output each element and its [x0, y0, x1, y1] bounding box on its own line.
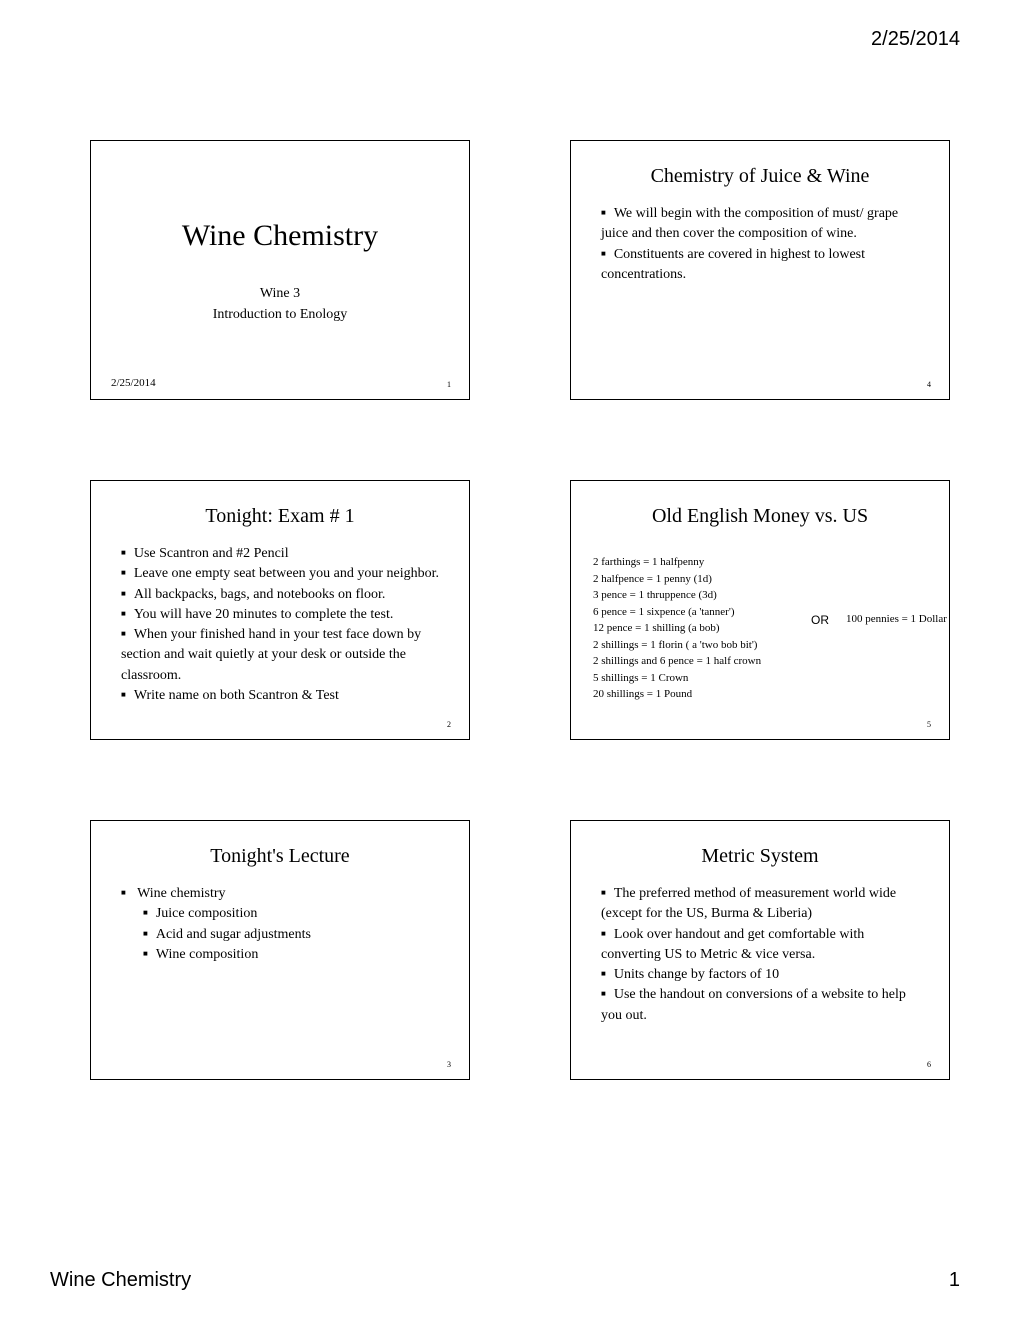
slide-3-b1a: Juice composition [143, 904, 447, 924]
slide-3-title: Tonight's Lecture [113, 845, 447, 868]
page-footer-number: 1 [949, 1269, 960, 1292]
slide-2-title: Tonight: Exam # 1 [113, 505, 447, 528]
slide-5-list: 2 farthings = 1 halfpenny 2 halfpence = … [593, 554, 927, 703]
slide-1-sub2: Introduction to Enology [113, 304, 447, 325]
slide-1: Wine Chemistry Wine 3 Introduction to En… [90, 140, 470, 400]
slide-5-l2: 2 halfpence = 1 penny (1d) [593, 571, 927, 588]
slide-2-b3: All backpacks, bags, and notebooks on fl… [121, 585, 447, 605]
slide-6: Metric System The preferred method of me… [570, 820, 950, 1080]
slide-6-b4: Use the handout on conversions of a webs… [601, 985, 927, 1026]
slide-5-title: Old English Money vs. US [593, 505, 927, 528]
slide-1-date: 2/25/2014 [111, 377, 156, 389]
slide-3-b1-text: Wine chemistry [137, 886, 225, 901]
slide-5-l1: 2 farthings = 1 halfpenny [593, 554, 927, 571]
slide-1-sub1: Wine 3 [113, 283, 447, 304]
page-footer-title: Wine Chemistry [50, 1269, 191, 1292]
slide-1-title: Wine Chemistry [113, 219, 447, 253]
slide-6-num: 6 [927, 1060, 931, 1069]
slide-5-l9: 20 shillings = 1 Pound [593, 686, 927, 703]
slide-6-b1: The preferred method of measurement worl… [601, 884, 927, 925]
slide-3-bullets: Wine chemistry Juice composition Acid an… [113, 884, 447, 965]
slide-4-b2: Constituents are covered in highest to l… [601, 245, 927, 286]
slide-3: Tonight's Lecture Wine chemistry Juice c… [90, 820, 470, 1080]
slide-3-b1: Wine chemistry Juice composition Acid an… [121, 884, 447, 965]
slide-4-num: 4 [927, 380, 931, 389]
slide-6-bullets: The preferred method of measurement worl… [593, 884, 927, 1026]
slide-5-l7: 2 shillings and 6 pence = 1 half crown [593, 653, 927, 670]
slide-4-bullets: We will begin with the composition of mu… [593, 204, 927, 285]
slide-2-b2: Leave one empty seat between you and you… [121, 564, 447, 584]
slide-3-num: 3 [447, 1060, 451, 1069]
slide-4-b1: We will begin with the composition of mu… [601, 204, 927, 245]
slide-2-num: 2 [447, 720, 451, 729]
slide-2-b4: You will have 20 minutes to complete the… [121, 605, 447, 625]
slide-3-b1c: Wine composition [143, 945, 447, 965]
slide-5-us: 100 pennies = 1 Dollar [846, 613, 947, 625]
slides-grid: Wine Chemistry Wine 3 Introduction to En… [90, 140, 950, 1080]
slide-6-title: Metric System [593, 845, 927, 868]
slide-1-num: 1 [447, 380, 451, 389]
slide-2-bullets: Use Scantron and #2 Pencil Leave one emp… [113, 544, 447, 706]
slide-5-l3: 3 pence = 1 thruppence (3d) [593, 587, 927, 604]
slide-6-b2: Look over handout and get comfortable wi… [601, 925, 927, 966]
slide-5-l8: 5 shillings = 1 Crown [593, 670, 927, 687]
slide-4: Chemistry of Juice & Wine We will begin … [570, 140, 950, 400]
slide-6-b3: Units change by factors of 10 [601, 965, 927, 985]
slide-2-b5: When your finished hand in your test fac… [121, 625, 447, 686]
slide-5-or: OR [811, 613, 829, 627]
slide-2-b6: Write name on both Scantron & Test [121, 686, 447, 706]
slide-2-b1: Use Scantron and #2 Pencil [121, 544, 447, 564]
slide-2: Tonight: Exam # 1 Use Scantron and #2 Pe… [90, 480, 470, 740]
slide-3-b1b: Acid and sugar adjustments [143, 925, 447, 945]
slide-5: Old English Money vs. US 2 farthings = 1… [570, 480, 950, 740]
slide-5-num: 5 [927, 720, 931, 729]
slide-5-l6: 2 shillings = 1 florin ( a 'two bob bit'… [593, 637, 927, 654]
page-header-date: 2/25/2014 [871, 28, 960, 51]
slide-4-title: Chemistry of Juice & Wine [593, 165, 927, 188]
